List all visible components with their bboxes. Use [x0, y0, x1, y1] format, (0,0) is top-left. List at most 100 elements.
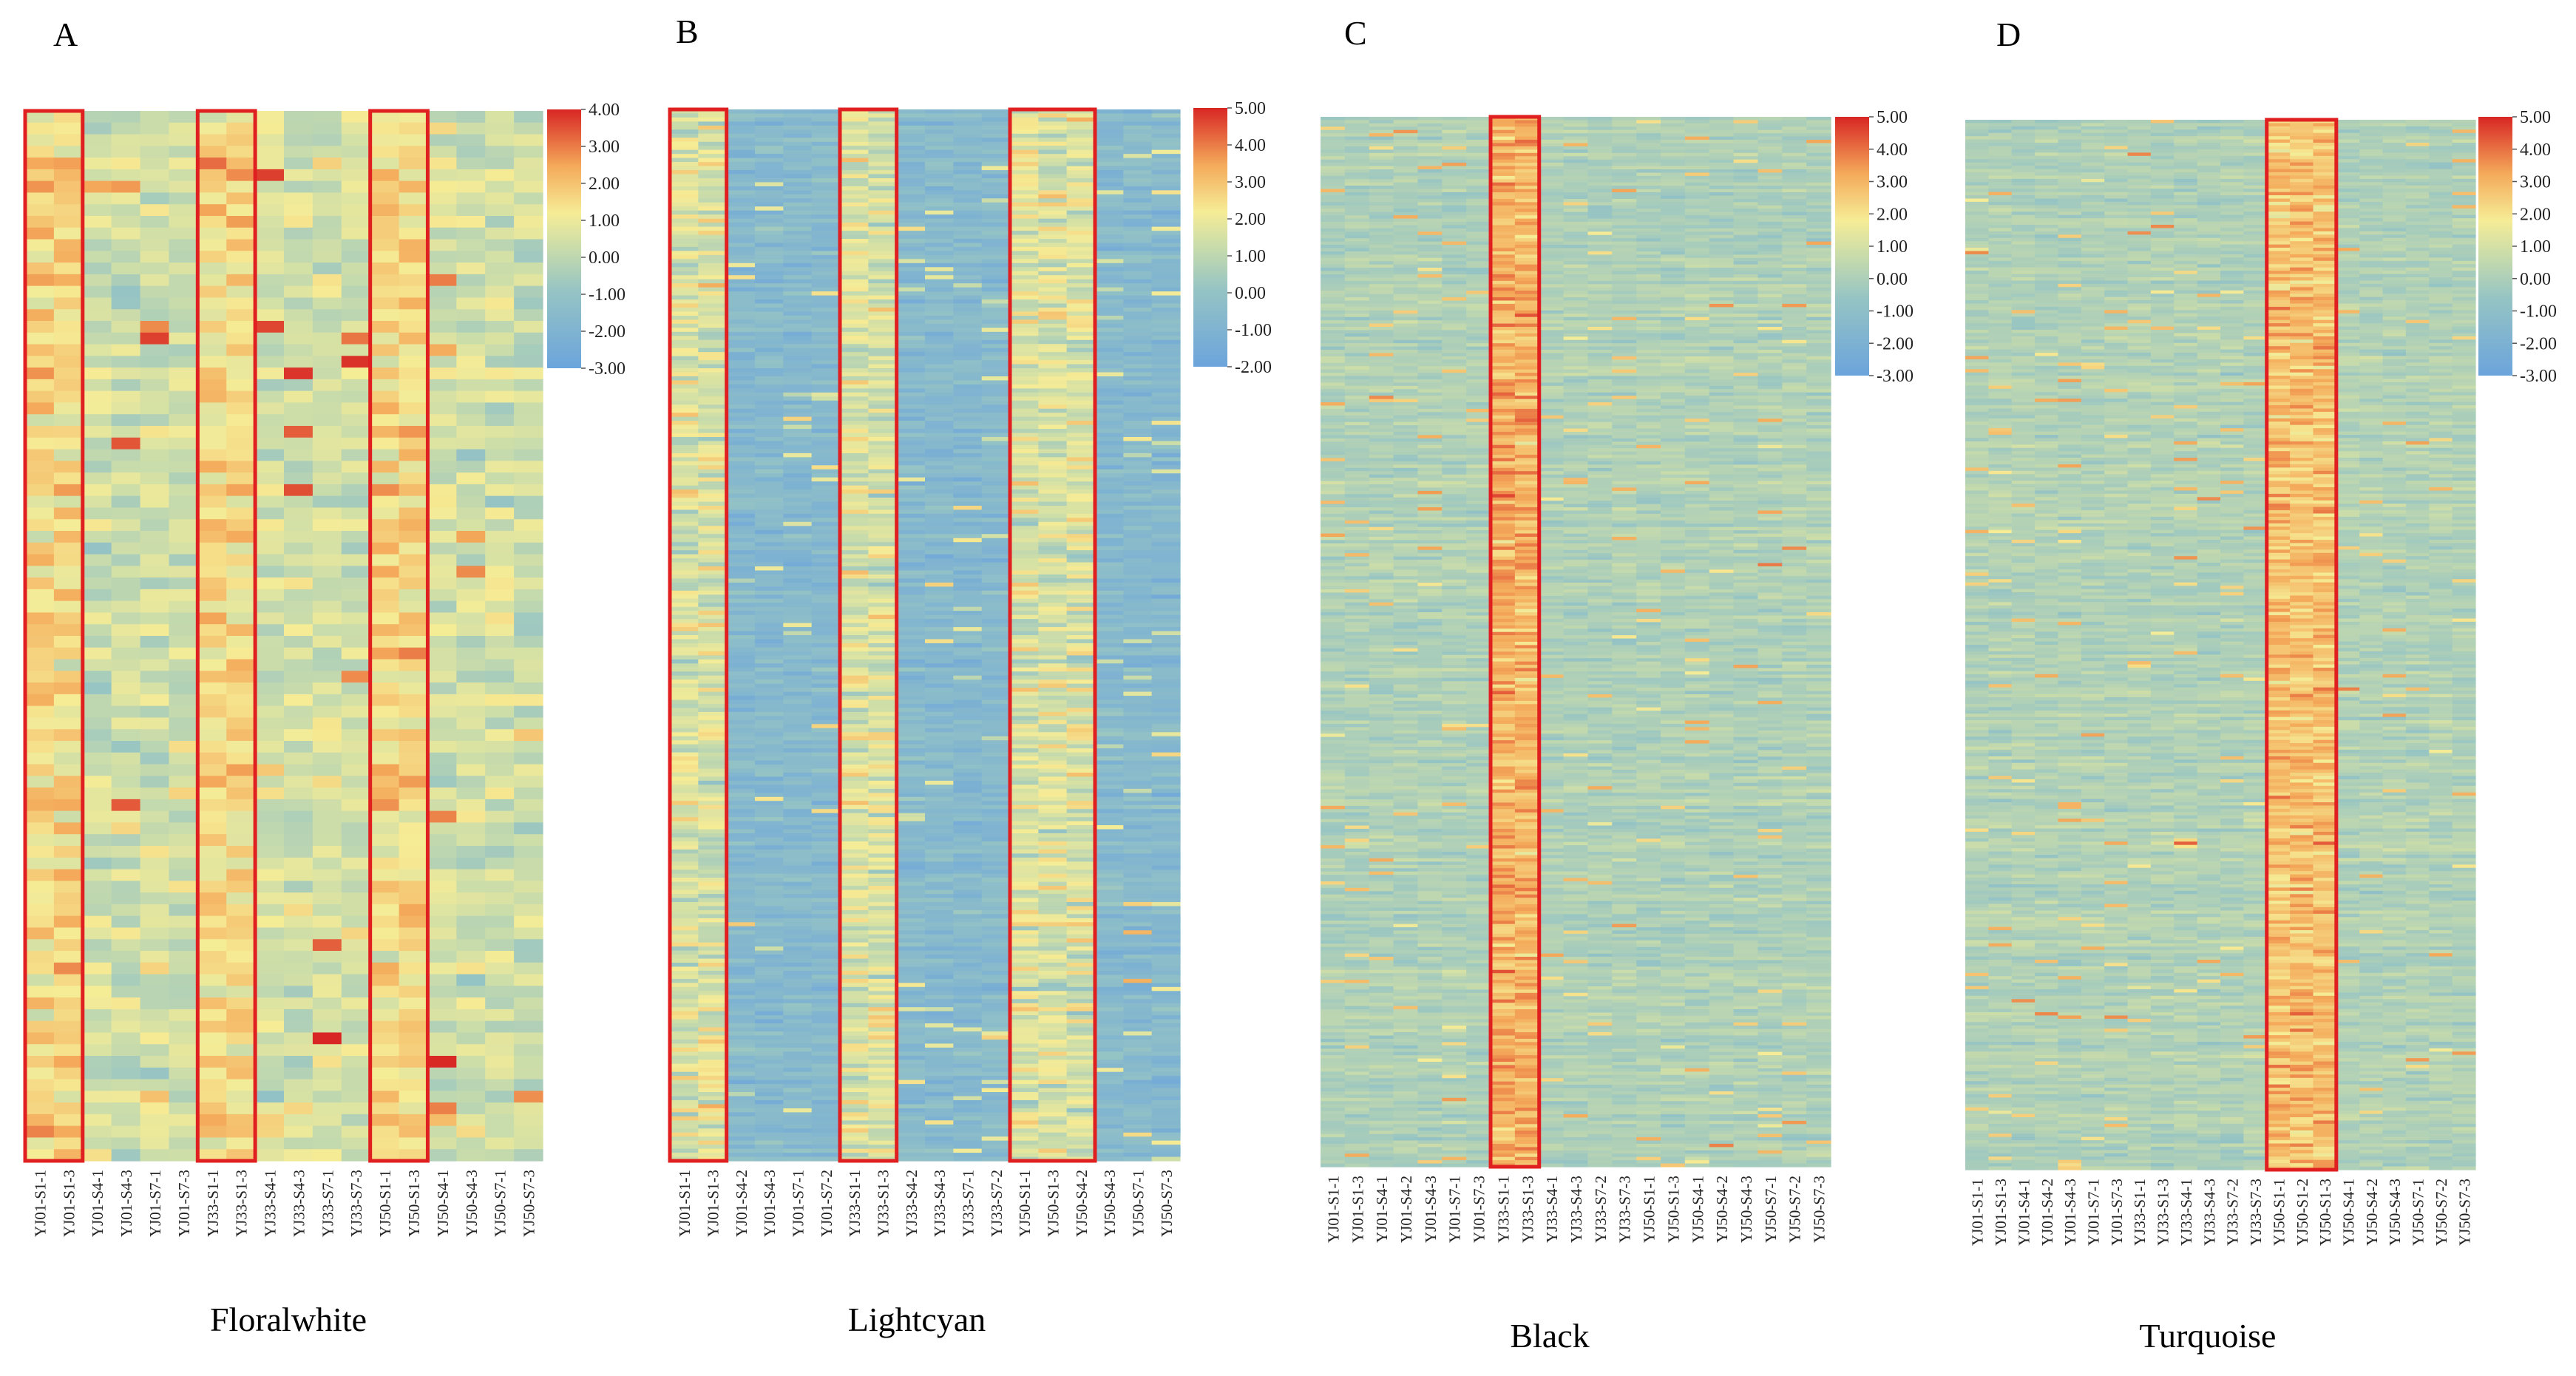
heatmap-cell	[953, 797, 982, 801]
heatmap-cell	[783, 797, 812, 801]
heatmap-cell	[83, 169, 112, 181]
heatmap-cell	[727, 170, 756, 174]
heatmap-cell	[1010, 421, 1039, 425]
heatmap-cell	[1152, 631, 1181, 636]
heatmap-cell	[313, 204, 342, 216]
heatmap-cell	[840, 530, 869, 535]
heatmap-cell	[1010, 841, 1039, 846]
heatmap-cell	[1010, 449, 1039, 453]
heatmap-cell	[982, 437, 1011, 441]
heatmap-cell	[783, 599, 812, 603]
heatmap-cell	[456, 240, 485, 251]
heatmap-cell	[755, 825, 784, 830]
heatmap-cell	[982, 526, 1011, 530]
heatmap-cell	[783, 631, 812, 636]
heatmap-cell	[812, 599, 841, 603]
heatmap-cell	[485, 146, 514, 157]
heatmap-cell	[1095, 352, 1124, 356]
heatmap-cell	[284, 169, 313, 181]
heatmap-cell	[370, 811, 399, 823]
heatmap-cell	[456, 566, 485, 577]
heatmap-cell	[812, 324, 841, 328]
heatmap-cell	[25, 916, 54, 928]
heatmap-cell	[925, 263, 954, 268]
heatmap-cell	[727, 376, 756, 381]
heatmap-cell	[1010, 154, 1039, 158]
heatmap-cell	[140, 345, 169, 356]
heatmap-cell	[1067, 793, 1096, 797]
heatmap-cell	[755, 401, 784, 405]
heatmap-cell	[897, 243, 926, 247]
heatmap-cell	[755, 813, 784, 818]
heatmap-cell	[812, 396, 841, 401]
heatmap-cell	[342, 892, 370, 904]
heatmap-cell	[1095, 275, 1124, 279]
heatmap-cell	[284, 916, 313, 928]
heatmap-cell	[399, 846, 428, 858]
heatmap-cell	[1123, 146, 1152, 150]
heatmap-cell	[755, 611, 784, 615]
heatmap-cell	[1095, 271, 1124, 276]
heatmap-cell	[427, 951, 456, 963]
heatmap-cell	[840, 247, 869, 251]
heatmap-cell	[1095, 198, 1124, 203]
heatmap-cell	[755, 365, 784, 369]
heatmap-cell	[342, 484, 370, 496]
heatmap-cell	[1123, 214, 1152, 219]
heatmap-cell	[197, 555, 226, 566]
heatmap-cell	[755, 421, 784, 425]
heatmap-cell	[514, 776, 543, 787]
heatmap-cell	[812, 542, 841, 546]
heatmap-cell	[1152, 413, 1181, 417]
heatmap-cell	[812, 594, 841, 599]
heatmap-cell	[1067, 550, 1096, 555]
heatmap-cell	[670, 304, 699, 308]
heatmap-cell	[727, 821, 756, 826]
heatmap-cell	[727, 380, 756, 384]
heatmap-cell	[169, 309, 197, 321]
heatmap-cell	[897, 473, 926, 478]
heatmap-cell	[370, 858, 399, 870]
heatmap-cell	[485, 297, 514, 309]
heatmap-cell	[255, 402, 284, 414]
heatmap-cell	[755, 797, 784, 801]
heatmap-cell	[255, 543, 284, 555]
heatmap-cell	[1152, 748, 1181, 753]
heatmap-cell	[1123, 732, 1152, 736]
heatmap-cell	[1095, 283, 1124, 288]
heatmap-cell	[727, 360, 756, 365]
heatmap-cell	[755, 514, 784, 518]
heatmap-cell	[670, 433, 699, 438]
heatmap-cell	[755, 724, 784, 728]
heatmap-cell	[1067, 336, 1096, 340]
heatmap-cell	[197, 601, 226, 613]
heatmap-cell	[54, 321, 83, 333]
heatmap-cell	[399, 1068, 428, 1080]
heatmap-cell	[427, 1032, 456, 1044]
heatmap-cell	[169, 135, 197, 146]
heatmap-cell	[755, 647, 784, 651]
heatmap-cell	[226, 1126, 255, 1138]
heatmap-cell	[514, 251, 543, 262]
heatmap-cell	[783, 332, 812, 336]
heatmap-cell	[1095, 655, 1124, 660]
heatmap-cell	[868, 404, 897, 409]
heatmap-cell	[313, 345, 342, 356]
heatmap-cell	[1067, 639, 1096, 643]
heatmap-cell	[1038, 243, 1067, 247]
heatmap-cell	[812, 761, 841, 765]
heatmap-cell	[925, 793, 954, 797]
heatmap-cell	[456, 753, 485, 765]
heatmap-cell	[485, 986, 514, 997]
heatmap-cell	[812, 607, 841, 611]
heatmap-cell	[670, 182, 699, 186]
heatmap-cell	[456, 402, 485, 414]
heatmap-cell	[925, 619, 954, 623]
heatmap-cell	[1095, 296, 1124, 300]
heatmap-cell	[727, 607, 756, 611]
heatmap-cell	[342, 216, 370, 228]
heatmap-cell	[670, 753, 699, 757]
heatmap-cell	[140, 916, 169, 928]
heatmap-cell	[783, 534, 812, 538]
heatmap-cell	[868, 586, 897, 591]
